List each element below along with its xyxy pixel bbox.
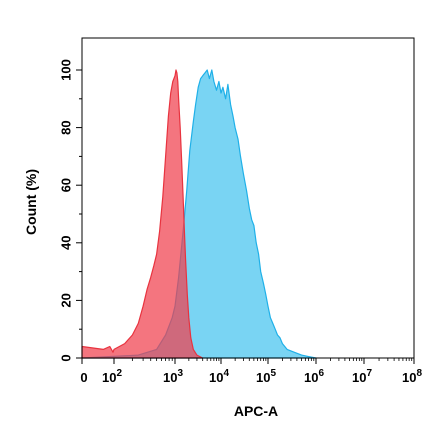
y-axis: 0 20 40 60 80 100 xyxy=(59,59,82,362)
y-tick-label: 60 xyxy=(59,178,74,192)
histogram-series-blue xyxy=(81,69,317,359)
y-tick-label: 80 xyxy=(59,120,74,134)
y-tick-label: 0 xyxy=(59,354,74,361)
plot-frame xyxy=(81,37,415,359)
x-axis: 0 102 103 104 105 106 107 108 xyxy=(80,358,422,385)
x-axis-title: APC-A xyxy=(234,403,278,419)
series-layer xyxy=(81,69,317,359)
y-tick-label: 40 xyxy=(59,236,74,250)
y-axis-title: Count (%) xyxy=(23,169,39,235)
y-tick-label: 20 xyxy=(59,293,74,307)
histogram-series-red xyxy=(81,69,204,359)
y-tick-label: 100 xyxy=(59,59,74,81)
x-tick-label: 0 xyxy=(80,370,87,385)
